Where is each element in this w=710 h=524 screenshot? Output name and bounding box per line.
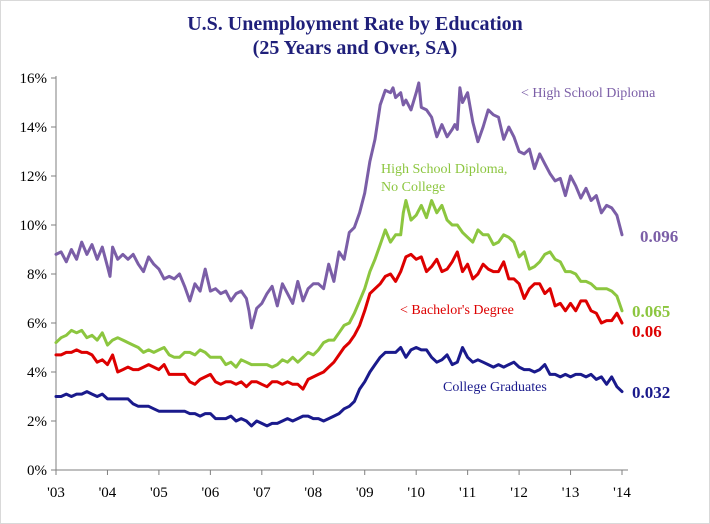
chart-title: U.S. Unemployment Rate by Education (25 … xyxy=(0,12,710,60)
x-tick-label: '08 xyxy=(304,485,322,501)
chart-title-line-1: U.S. Unemployment Rate by Education xyxy=(187,13,523,35)
x-tick-label: '10 xyxy=(407,485,425,501)
x-tick-label: '14 xyxy=(613,485,631,501)
x-tick-label: '07 xyxy=(253,485,271,501)
end-value-label-bachelor-s-degree: 0.06 xyxy=(632,322,662,341)
y-tick-label: 6% xyxy=(27,316,47,332)
y-tick-label: 16% xyxy=(20,71,48,87)
x-tick-label: '05 xyxy=(150,485,168,501)
series-line-bachelor-s-degree xyxy=(54,250,624,391)
y-tick-label: 2% xyxy=(27,414,47,430)
series-label-high-school-diploma: < High School Diploma xyxy=(521,86,656,101)
x-tick-label: '04 xyxy=(99,485,117,501)
series-label-high-school-diploma-no-college: No College xyxy=(381,180,445,195)
y-tick-label: 12% xyxy=(20,169,48,185)
y-tick-label: 14% xyxy=(20,120,48,136)
series-line-high-school-diploma xyxy=(54,81,624,330)
x-tick-label: '09 xyxy=(356,485,374,501)
x-tick-label: '06 xyxy=(202,485,220,501)
x-tick-label: '03 xyxy=(47,485,65,501)
series-line-high-school-diploma-no-college xyxy=(54,199,624,369)
end-value-label-high-school-diploma-no-college: 0.065 xyxy=(632,302,670,321)
y-tick-label: 0% xyxy=(27,463,47,479)
series-label-high-school-diploma-no-college: High School Diploma, xyxy=(381,162,507,177)
series-label-bachelor-s-degree: < Bachelor's Degree xyxy=(400,303,514,318)
end-value-label-high-school-diploma: 0.096 xyxy=(640,227,678,246)
chart-title-line-2: (25 Years and Over, SA) xyxy=(252,37,458,59)
x-tick-label: '13 xyxy=(562,485,580,501)
y-tick-label: 4% xyxy=(27,365,47,381)
x-tick-label: '12 xyxy=(510,485,528,501)
y-tick-label: 8% xyxy=(27,267,47,283)
x-tick-label: '11 xyxy=(459,485,476,501)
y-tick-label: 10% xyxy=(20,218,48,234)
series-line-college-graduates xyxy=(54,346,624,428)
end-value-label-college-graduates: 0.032 xyxy=(632,383,670,402)
series-label-college-graduates: College Graduates xyxy=(443,380,547,395)
